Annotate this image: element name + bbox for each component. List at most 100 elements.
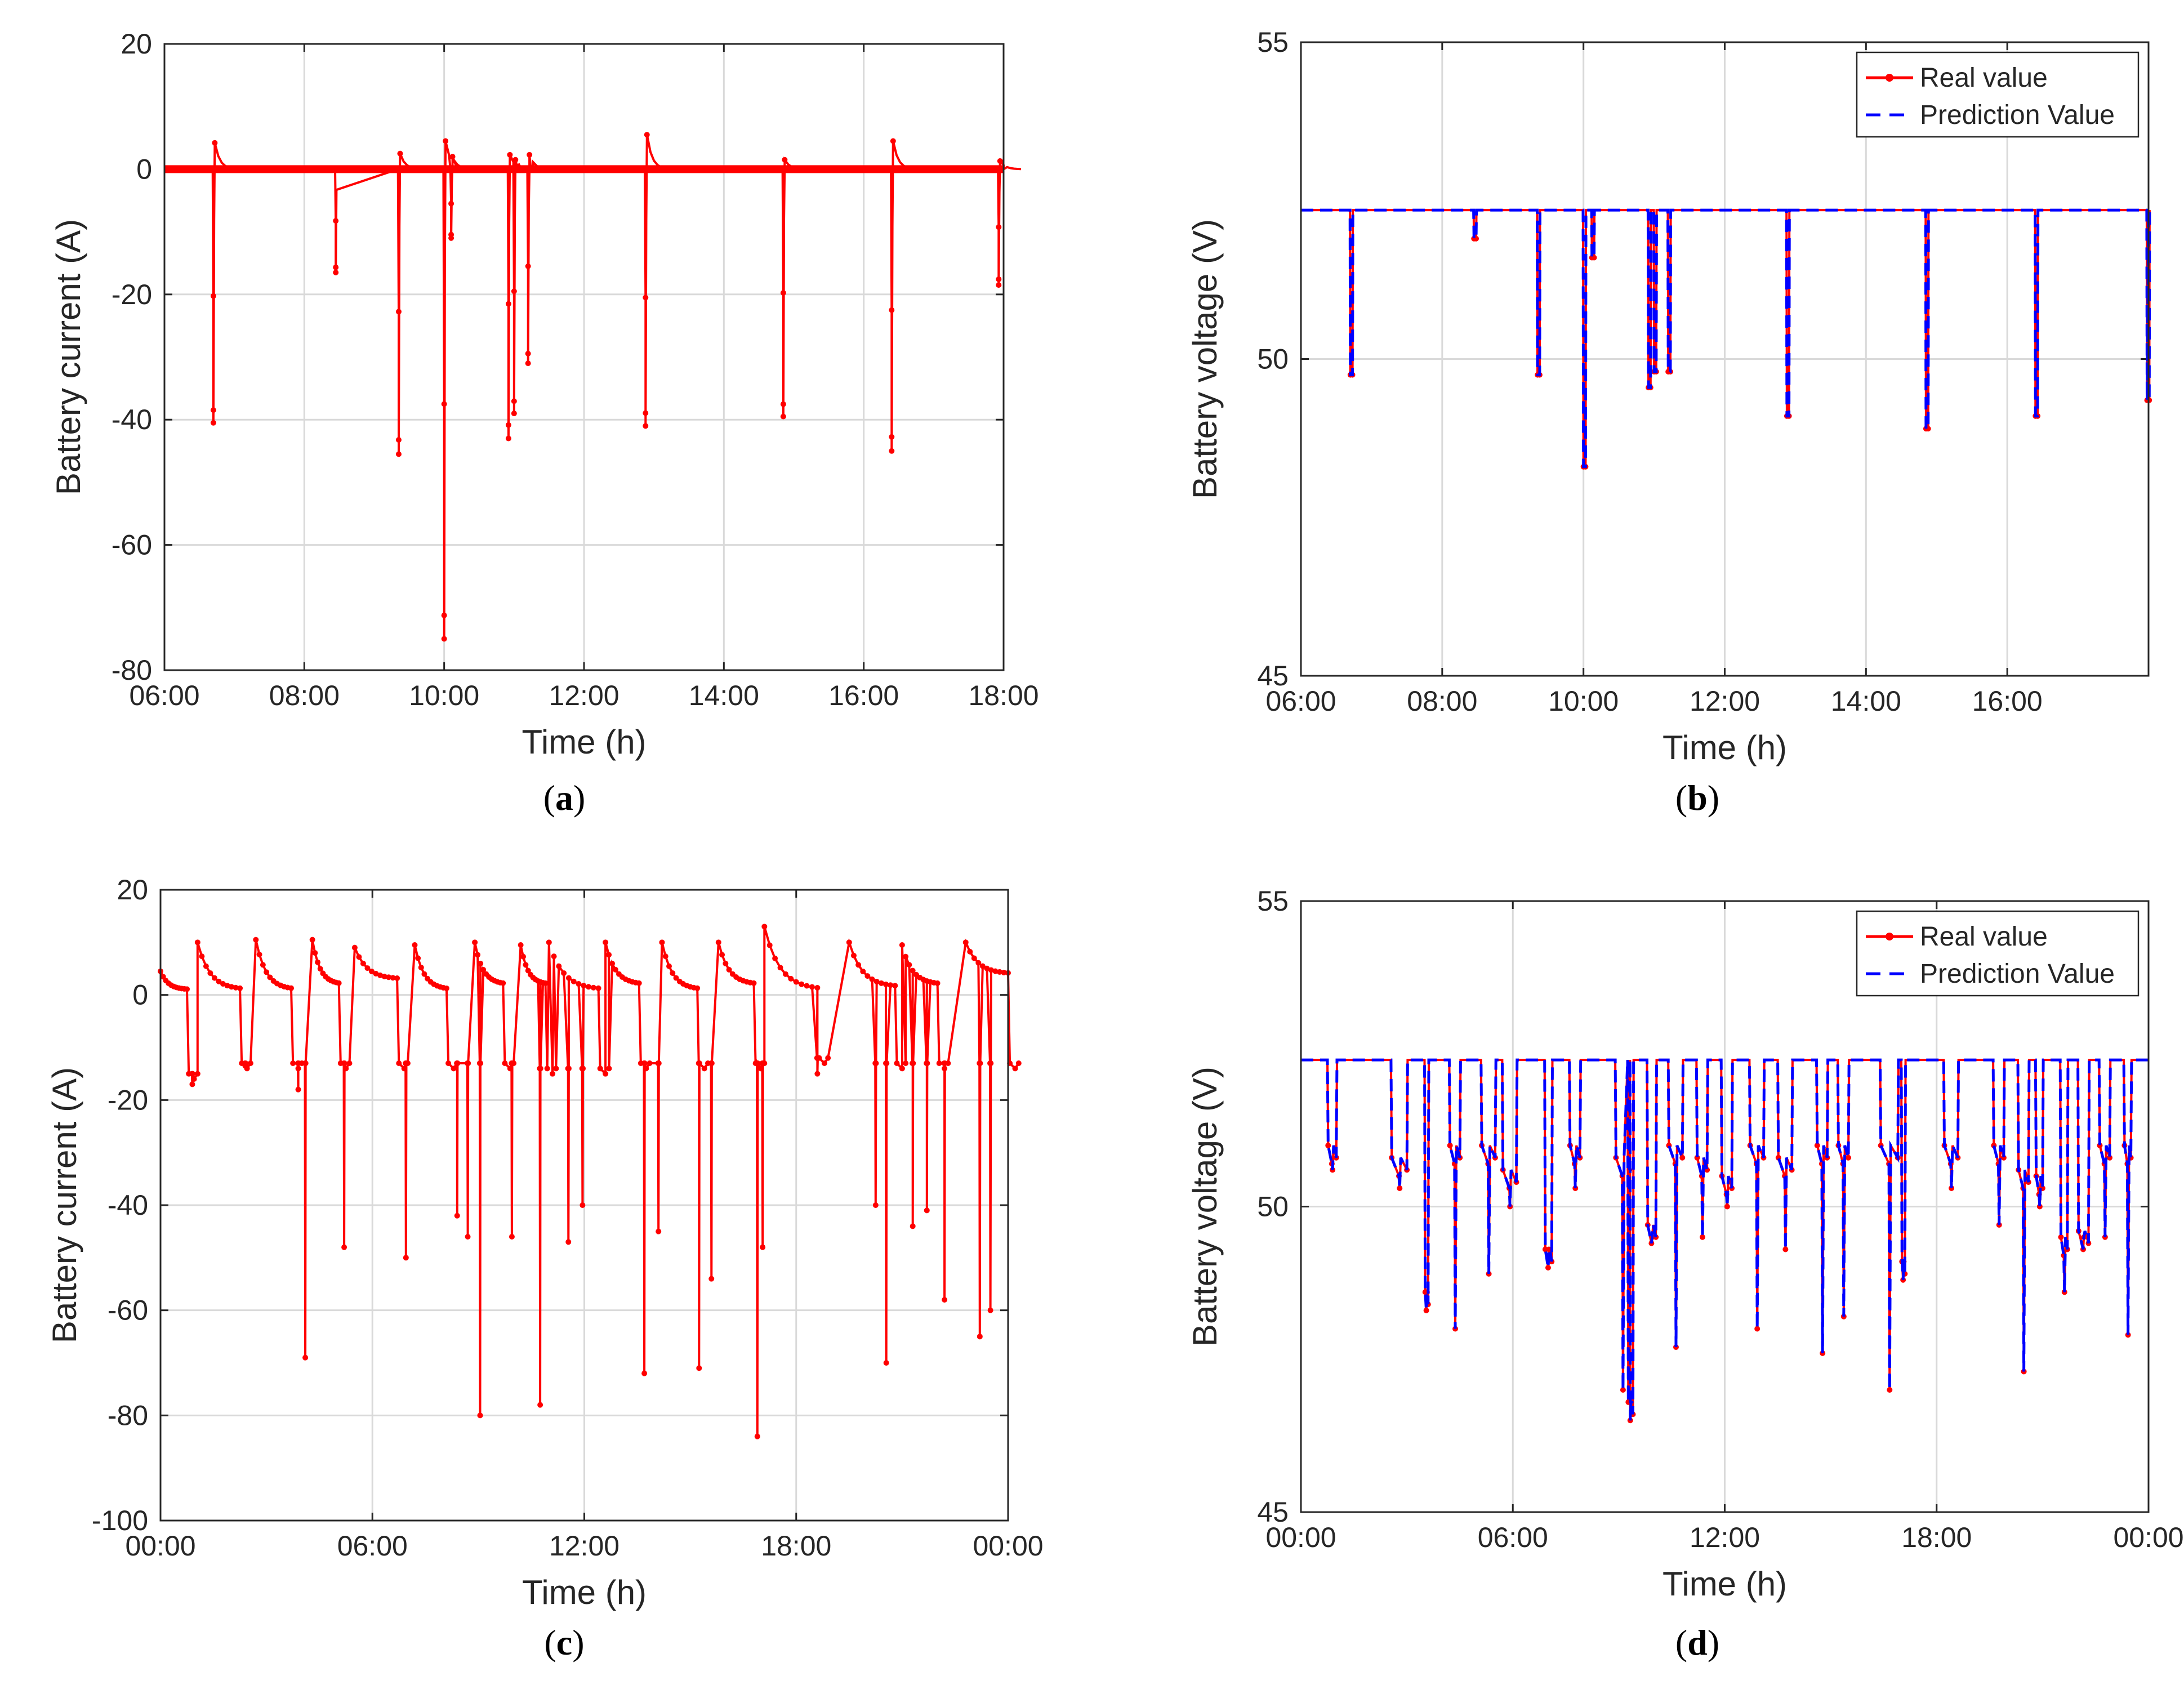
- data-point: [825, 1055, 831, 1061]
- x-tick-label: 10:00: [1548, 685, 1619, 717]
- data-point: [233, 984, 239, 991]
- data-point: [816, 1055, 822, 1061]
- data-point: [551, 953, 557, 960]
- data-point: [643, 295, 649, 301]
- data-point: [855, 962, 862, 968]
- data-point: [804, 983, 810, 989]
- data-point: [523, 962, 529, 968]
- data-point: [609, 960, 616, 966]
- data-point: [415, 955, 421, 961]
- data-point-real: [1447, 1143, 1453, 1148]
- data-point: [511, 411, 517, 417]
- data-point: [546, 939, 552, 946]
- data-point: [199, 953, 205, 960]
- data-point-real: [1699, 1234, 1705, 1240]
- data-point: [502, 1060, 508, 1066]
- data-point: [580, 1202, 586, 1208]
- data-point: [755, 1060, 761, 1066]
- data-point: [565, 1239, 572, 1245]
- y-tick-label: -20: [108, 1084, 148, 1116]
- legend-marker: [1886, 933, 1893, 940]
- data-point: [576, 981, 582, 987]
- data-point: [518, 942, 524, 948]
- data-point: [561, 970, 567, 976]
- data-point: [696, 1365, 702, 1371]
- data-point: [505, 422, 511, 428]
- data-point: [809, 984, 815, 990]
- data-point: [977, 1334, 983, 1340]
- data-point: [799, 981, 805, 987]
- x-tick-label: 06:00: [1265, 685, 1336, 717]
- data-point: [906, 962, 912, 968]
- data-point: [190, 1071, 196, 1077]
- x-tick-label: 18:00: [968, 680, 1038, 711]
- x-tick-label: 06:00: [129, 680, 199, 711]
- data-point: [644, 132, 650, 138]
- data-point: [903, 1060, 909, 1066]
- y-tick-label: 45: [1257, 1496, 1289, 1528]
- data-point: [924, 1060, 930, 1066]
- data-point: [256, 951, 262, 957]
- plot-frame: [159, 889, 1009, 1522]
- data-point-real: [1546, 1246, 1552, 1252]
- data-point: [780, 401, 786, 407]
- data-point: [996, 282, 1002, 288]
- x-axis-label: Time (h): [522, 1573, 647, 1611]
- data-point: [694, 985, 701, 991]
- data-point: [253, 937, 259, 943]
- data-point: [341, 1060, 347, 1066]
- data-point: [899, 942, 905, 948]
- x-tick-label: 06:00: [1478, 1522, 1548, 1553]
- data-point: [397, 150, 403, 157]
- data-point: [662, 953, 668, 960]
- data-point: [889, 448, 895, 454]
- data-point: [934, 980, 941, 986]
- data-point: [507, 1066, 513, 1072]
- data-point: [454, 1060, 461, 1066]
- data-point: [537, 1402, 543, 1408]
- data-point: [643, 410, 649, 416]
- x-tick-label: 00:00: [125, 1530, 195, 1562]
- plot-frame: [163, 43, 1005, 671]
- data-point: [565, 975, 572, 981]
- data-point: [544, 1066, 550, 1072]
- data-point: [211, 975, 217, 981]
- data-point: [509, 1234, 515, 1240]
- data-point: [942, 1066, 948, 1072]
- data-point: [761, 924, 768, 930]
- data-point: [465, 1234, 471, 1240]
- data-point: [996, 276, 1002, 282]
- data-point: [288, 985, 295, 991]
- data-point: [883, 981, 889, 987]
- x-tick-label: 00:00: [1265, 1522, 1336, 1553]
- data-point: [396, 1060, 402, 1066]
- legend-label-prediction: Prediction Value: [1920, 959, 2115, 989]
- data-point: [872, 1202, 879, 1208]
- x-tick-label: 14:00: [689, 680, 759, 711]
- data-point: [264, 969, 270, 975]
- data-point: [580, 1066, 586, 1072]
- data-point: [977, 1060, 983, 1066]
- data-point: [1015, 1060, 1022, 1066]
- data-point: [924, 1207, 930, 1214]
- data-point-real: [1724, 1203, 1730, 1210]
- data-point: [525, 360, 531, 367]
- data-point: [641, 1370, 648, 1376]
- data-point: [715, 939, 721, 946]
- data-point: [343, 1066, 349, 1072]
- y-tick-label: 45: [1257, 660, 1289, 692]
- data-point: [333, 264, 339, 270]
- y-tick-label: -20: [112, 279, 152, 310]
- data-point: [229, 984, 235, 990]
- data-point: [793, 979, 799, 985]
- data-point: [590, 984, 596, 991]
- y-tick-label: -60: [108, 1295, 148, 1326]
- data-point: [883, 1360, 889, 1366]
- data-point: [445, 1060, 452, 1066]
- data-point: [864, 973, 871, 979]
- data-point: [247, 1060, 253, 1066]
- data-point: [351, 944, 358, 951]
- data-point: [553, 1066, 559, 1072]
- data-point: [659, 939, 665, 946]
- data-point: [1012, 1066, 1018, 1072]
